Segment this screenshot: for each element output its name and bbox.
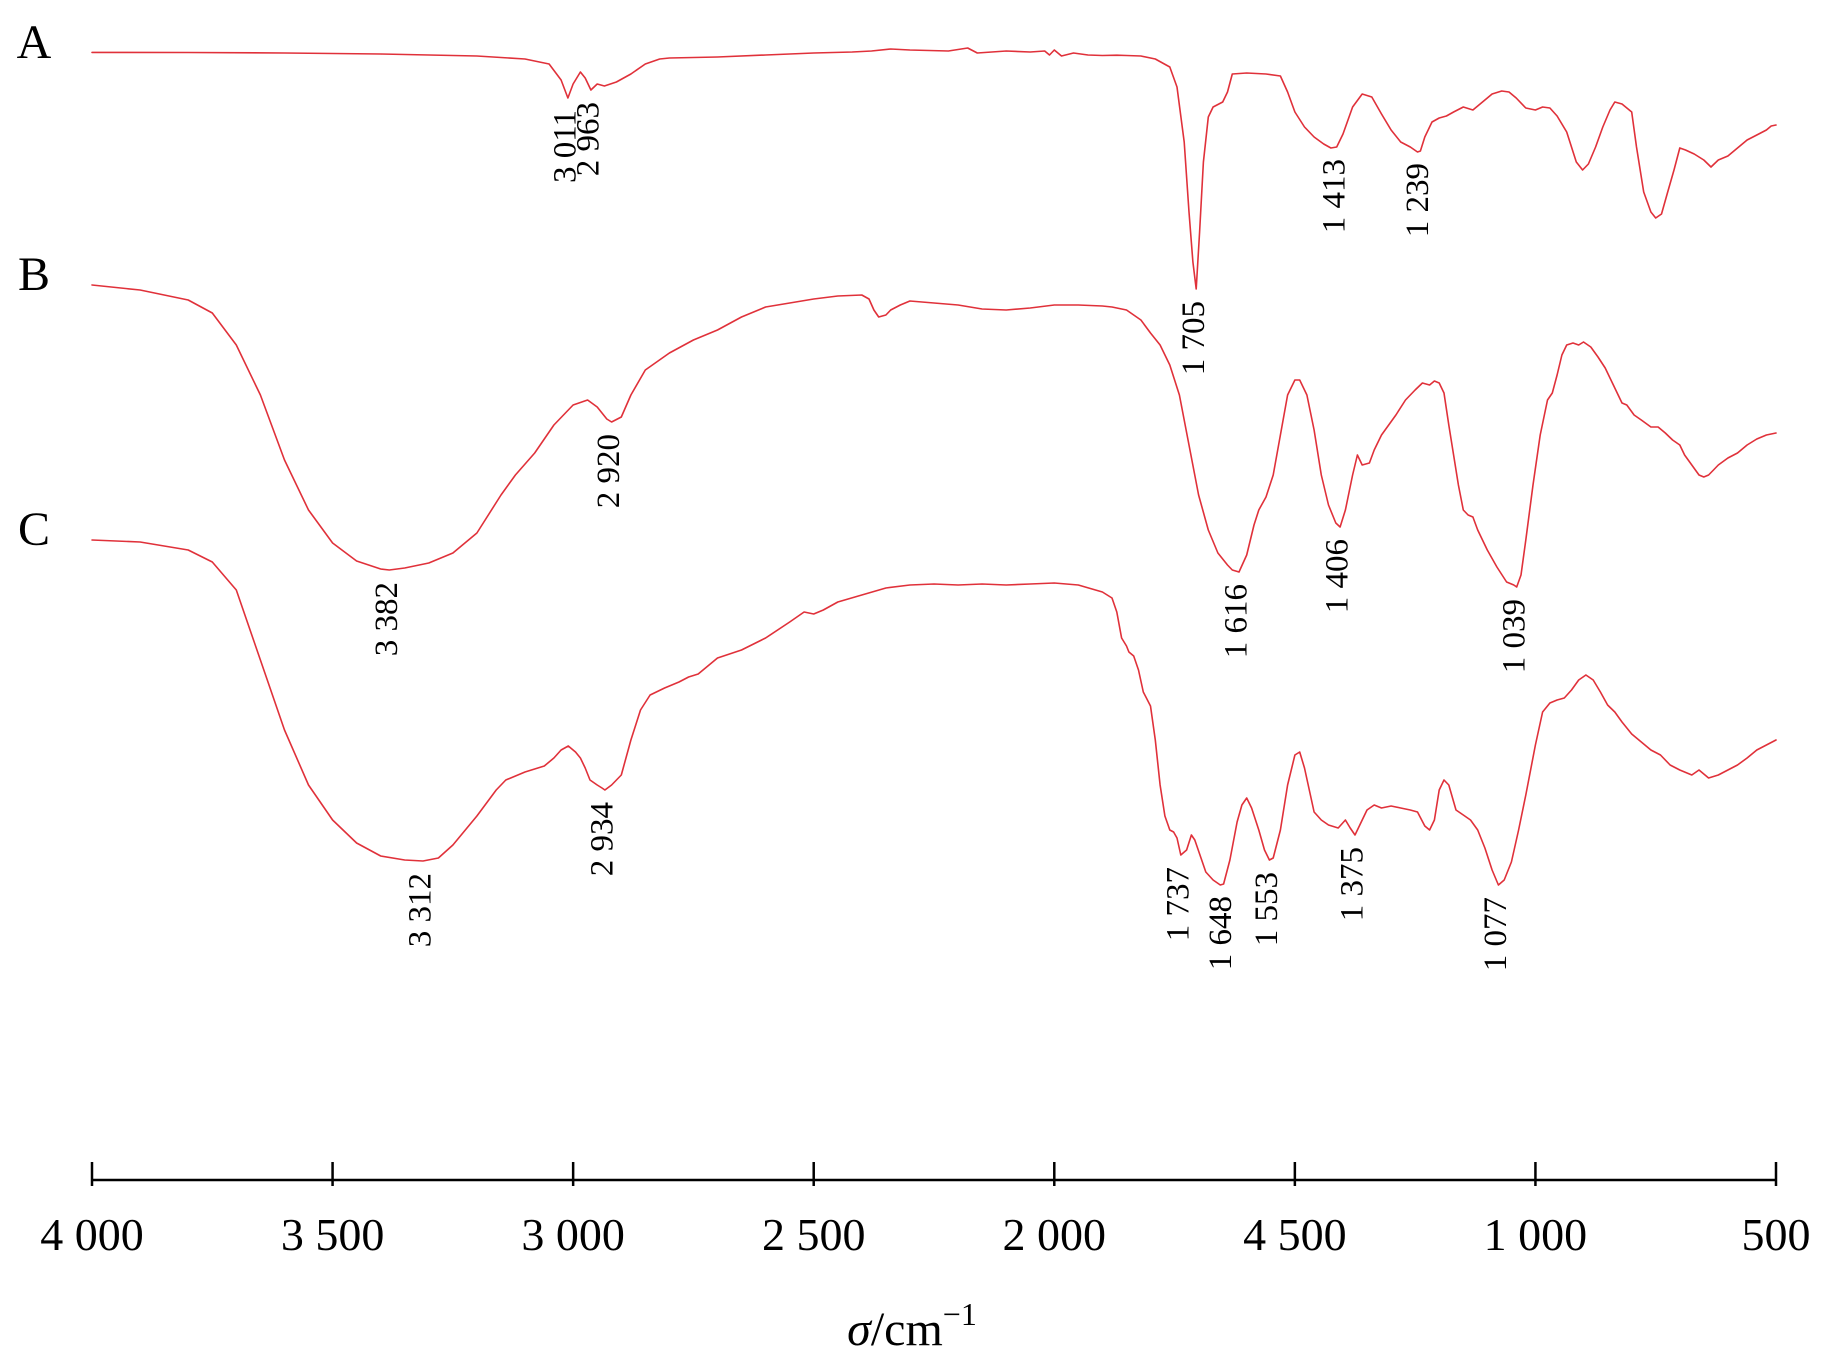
peak-label-b-3382: 3 382 [369,582,405,656]
peak-label-b-1616: 1 616 [1219,584,1255,658]
peak-label-c-1737: 1 737 [1160,867,1196,941]
peak-label-c-1375: 1 375 [1335,847,1371,921]
spectrum-line-c [91,539,1777,886]
peak-label-b-1039: 1 039 [1496,599,1532,673]
trace-name-c: C [18,503,50,556]
peak-label-b-2920: 2 920 [591,434,627,508]
peak-label-c-1077: 1 077 [1478,897,1514,971]
peak-label-c-1553: 1 553 [1249,872,1285,946]
x-axis-title: σ/cm−1 [847,1296,977,1356]
peak-label-a-3011: 3 011 [547,110,583,183]
x-tick-label-1000: 1 000 [1484,1209,1588,1260]
spectrum-line-a [91,47,1777,290]
x-axis: 4 000 3 500 3 000 2 500 2 000 4 500 1 000 500 [40,1162,1811,1260]
x-tick-label-3500: 3 500 [281,1209,385,1260]
spectra-traces [91,47,1777,886]
peak-label-a-1239: 1 239 [1400,163,1436,237]
x-tick-label-2500: 2 500 [762,1209,866,1260]
x-axis-symbol: σ [847,1303,873,1356]
x-tick-label-1500: 4 500 [1243,1209,1347,1260]
x-axis-unit: /cm [871,1303,943,1356]
peak-label-a-1705: 1 705 [1176,301,1212,375]
trace-name-labels: A B C [17,16,52,556]
x-axis-ticks: 4 000 3 500 3 000 2 500 2 000 4 500 1 000 500 [40,1162,1811,1260]
x-tick-label-2000: 2 000 [1003,1209,1107,1260]
peak-label-a-2963: 2 963 [570,102,606,176]
trace-name-b: B [18,248,50,301]
peak-label-b-1406: 1 406 [1320,539,1356,613]
spectrum-line-b [91,284,1777,588]
peak-label-a-1413: 1 413 [1316,159,1352,233]
x-tick-label-3000: 3 000 [521,1209,625,1260]
x-tick-label-500: 500 [1742,1209,1811,1260]
peak-label-c-3312: 3 312 [403,873,439,947]
peak-label-c-1648: 1 648 [1203,896,1239,970]
trace-name-a: A [17,16,52,69]
x-tick-label-4000: 4 000 [40,1209,144,1260]
peak-label-c-2934: 2 934 [584,802,620,876]
x-axis-exponent: −1 [943,1296,977,1332]
